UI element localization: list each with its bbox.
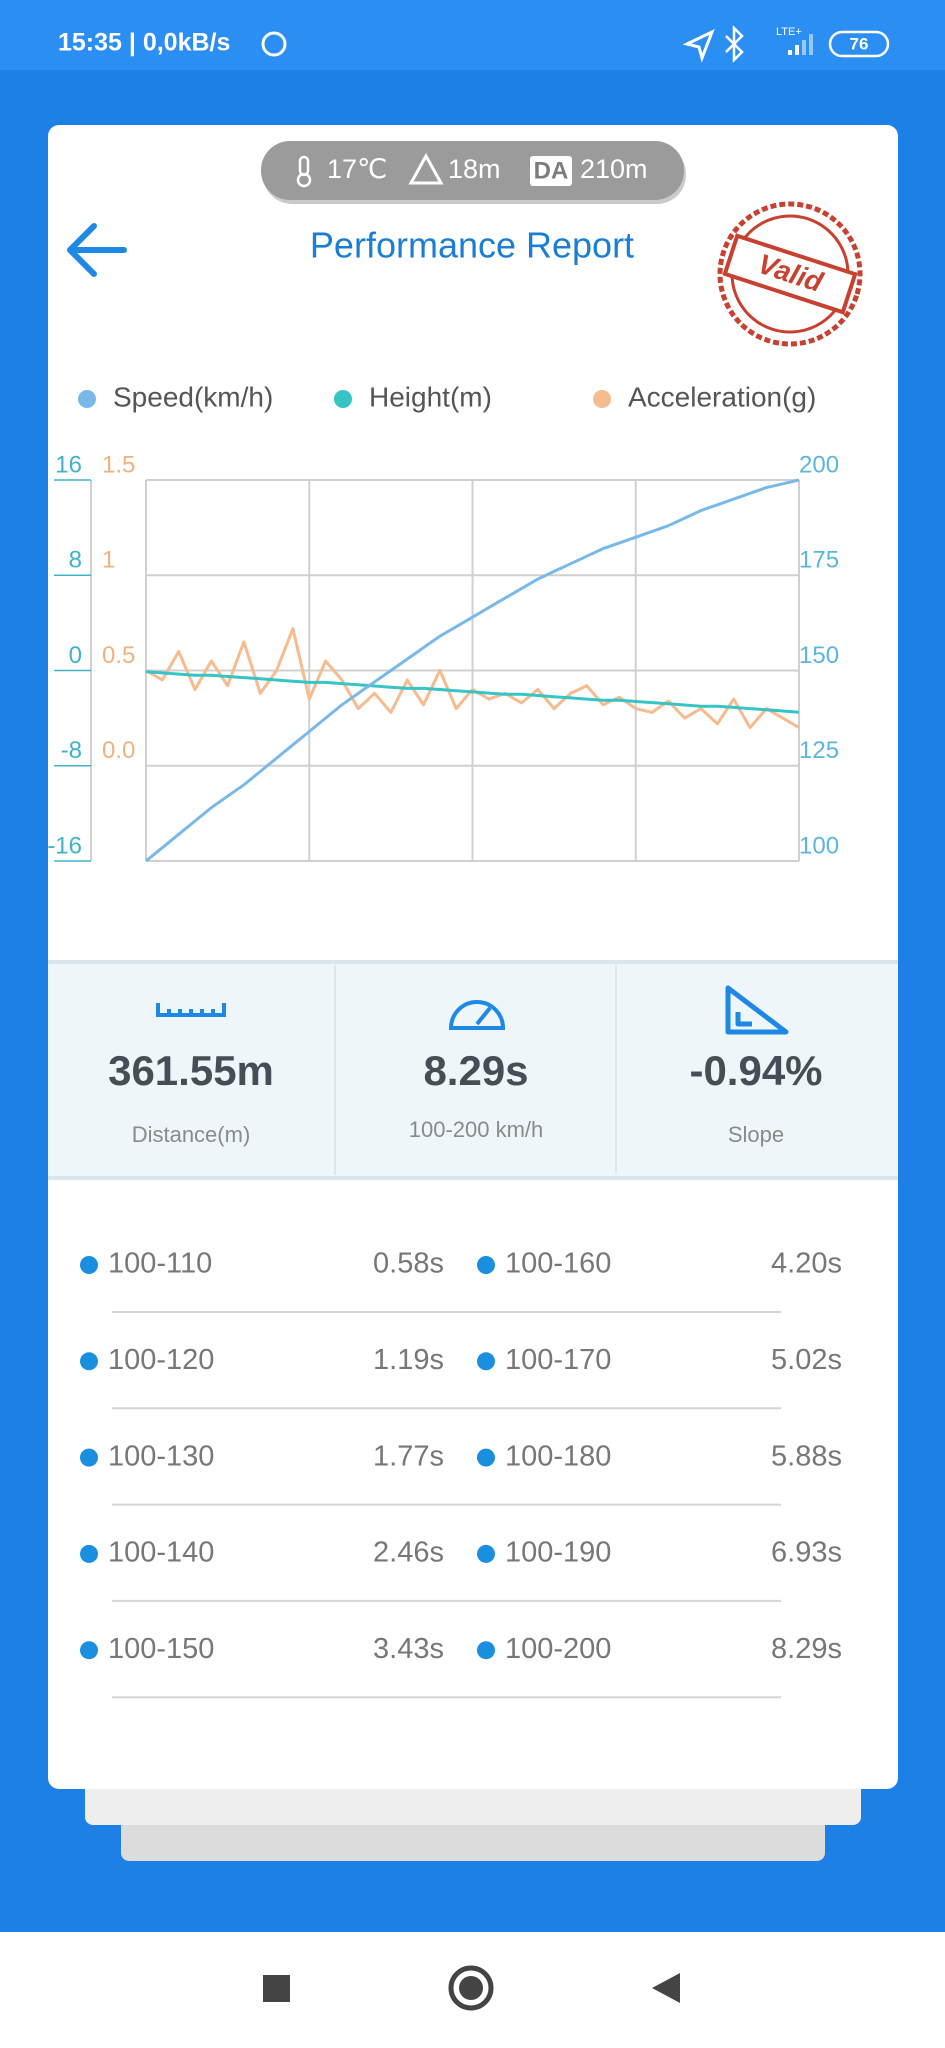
series-line: [145, 627, 800, 730]
battery-level: 76: [850, 34, 869, 53]
y3-tick-label: 0.0: [102, 737, 135, 764]
battery: [828, 30, 890, 58]
stat-label: Distance(m): [132, 1122, 251, 1147]
split-dot: [80, 1256, 98, 1274]
slope-icon: [725, 985, 789, 1035]
page-title: Performance Report: [310, 225, 634, 266]
ruler-icon: [156, 1003, 226, 1017]
stat-label: Slope: [728, 1122, 784, 1147]
split-dot: [477, 1448, 495, 1467]
location-icon: [682, 29, 715, 63]
split-time: 0.58s: [373, 1248, 444, 1280]
y2-tick-label: 150: [799, 642, 839, 669]
split-time: 1.19s: [373, 1344, 444, 1376]
split-dot: [80, 1544, 98, 1563]
altitude-icon: [408, 152, 444, 185]
altitude: 18m: [448, 154, 501, 184]
home-button-dot: [459, 1976, 483, 2000]
conditions-pill: [261, 141, 684, 200]
split-dot: [477, 1256, 495, 1274]
recents-button[interactable]: [263, 1975, 290, 2002]
stats: 361.55m Distance(m) 8.29s 100-200 km/h -0.94…: [108, 1047, 822, 1147]
split-dot: [80, 1352, 98, 1371]
y2-tick-label: 100: [799, 832, 839, 859]
alarm-icon: [261, 31, 287, 57]
series-line: [145, 478, 800, 863]
report-card: [48, 125, 898, 1789]
split-dot: [80, 1641, 98, 1660]
back-button[interactable]: [67, 223, 127, 277]
split-range: 100-170: [505, 1344, 611, 1376]
y-tick-label: 16: [55, 451, 82, 478]
y-tick-label: -8: [61, 737, 82, 764]
split-time: 2.46s: [373, 1537, 444, 1569]
splits-table: 100-110 0.58s 100-120 1.19s 100-130 1.77s 100-…: [80, 1248, 842, 1699]
y3-tick-label: 1.5: [102, 451, 135, 478]
split-range: 100-200: [505, 1633, 611, 1665]
split-time: 1.77s: [373, 1440, 444, 1472]
da-label: DA: [534, 157, 569, 184]
y2-tick-label: 175: [799, 547, 839, 574]
signal-icon: [788, 34, 813, 55]
split-range: 100-150: [108, 1633, 214, 1665]
da-badge: [530, 156, 572, 186]
split-range: 100-120: [108, 1344, 214, 1376]
split-time: 6.93s: [771, 1537, 842, 1569]
stat-label: 100-200 km/h: [409, 1117, 544, 1142]
split-range: 100-180: [505, 1440, 611, 1472]
split-time: 4.20s: [771, 1248, 842, 1280]
y2-tick-label: 125: [799, 737, 839, 764]
legend-label: Speed(km/h): [113, 381, 273, 412]
split-dot: [477, 1641, 495, 1660]
split-range: 100-160: [505, 1248, 611, 1280]
split-time: 5.02s: [771, 1344, 842, 1376]
gauge-icon: [448, 1000, 506, 1030]
legend-marker: [593, 390, 611, 408]
split-time: 8.29s: [771, 1633, 842, 1665]
status-bar: [0, 0, 945, 70]
stat-value: 361.55m: [108, 1047, 274, 1094]
bluetooth-icon: [725, 24, 744, 64]
legend-label: Height(m): [369, 381, 492, 412]
y-tick-label: 0: [69, 642, 82, 669]
split-time: 5.88s: [771, 1440, 842, 1472]
y3-tick-label: 0.5: [102, 642, 135, 669]
stats-panel: [48, 962, 898, 1178]
temperature: 17℃: [327, 154, 387, 184]
gauge-needle: [475, 1006, 492, 1026]
stat-value: -0.94%: [689, 1047, 822, 1094]
split-range: 100-130: [108, 1440, 214, 1472]
density-altitude: 210m: [580, 154, 648, 184]
series-line: [145, 670, 800, 714]
y-tick-label: 8: [69, 547, 82, 574]
home-button[interactable]: [448, 1965, 494, 2011]
status-time: 15:35 | 0,0kB/s: [58, 29, 230, 57]
legend-label: Acceleration(g): [628, 381, 816, 412]
stat-value: 8.29s: [423, 1047, 528, 1094]
split-range: 100-190: [505, 1537, 611, 1569]
split-range: 100-110: [108, 1248, 212, 1280]
split-dot: [477, 1352, 495, 1371]
y2-tick-label: 200: [799, 451, 839, 478]
back-nav-button[interactable]: [652, 1973, 680, 2003]
split-time: 3.43s: [373, 1633, 444, 1665]
legend-marker: [334, 390, 352, 408]
y3-tick-label: 1: [102, 547, 115, 574]
thermometer-icon: [296, 155, 312, 188]
network-type: LTE+: [776, 26, 802, 38]
legend-marker: [78, 390, 96, 408]
split-range: 100-140: [108, 1537, 214, 1569]
split-dot: [477, 1544, 495, 1563]
chart: Speed(km/h) Height(m) Acceleration(g) 16 8 0 -…: [47, 381, 839, 863]
y-tick-label: -16: [47, 832, 82, 859]
split-dot: [80, 1448, 98, 1467]
